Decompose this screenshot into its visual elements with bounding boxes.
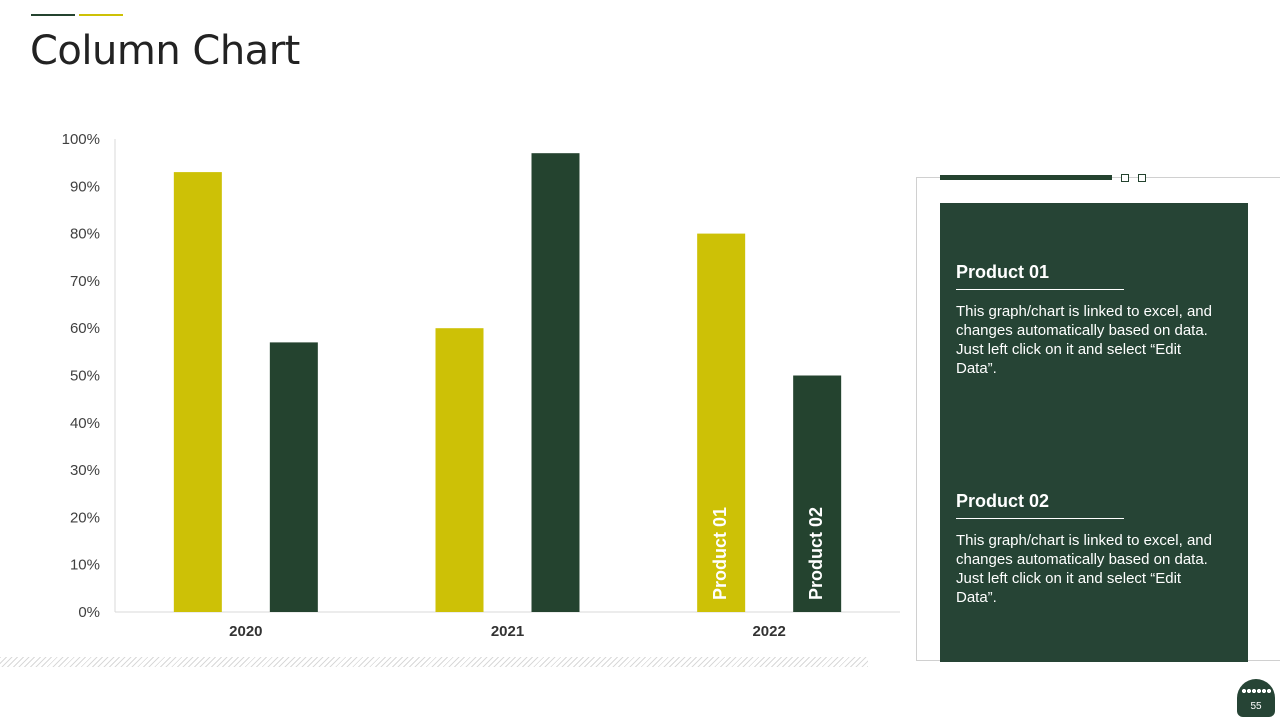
bar-2021-series-2 bbox=[531, 153, 580, 612]
panel-frame-bar bbox=[940, 175, 1112, 180]
page-number: 55 bbox=[1250, 701, 1262, 712]
bar-2020-series-1 bbox=[173, 172, 222, 613]
x-tick-label: 2021 bbox=[491, 623, 524, 640]
series-label-in-bar: Product 01 bbox=[710, 507, 730, 600]
product-heading: Product 01 bbox=[956, 261, 1124, 290]
bar-2020-series-2 bbox=[269, 342, 318, 612]
title-accent-gold bbox=[79, 14, 123, 16]
page-number-badge: 55 bbox=[1237, 679, 1275, 717]
bar-2021-series-1 bbox=[435, 328, 484, 612]
product-description-panel: Product 01 This graph/chart is linked to… bbox=[940, 203, 1248, 662]
product-heading: Product 02 bbox=[956, 490, 1124, 519]
y-tick-label: 30% bbox=[70, 462, 100, 479]
y-tick-label: 0% bbox=[78, 604, 100, 621]
x-tick-label: 2022 bbox=[752, 623, 785, 640]
y-tick-label: 10% bbox=[70, 557, 100, 574]
y-tick-label: 70% bbox=[70, 273, 100, 290]
bar-2022-series-2 bbox=[793, 375, 842, 612]
y-tick-label: 100% bbox=[62, 131, 100, 148]
column-chart: 0% 10% 20% 30% 40% 50% 60% 70% 80% 90% 100% 2020 202… bbox=[62, 131, 900, 640]
product-description: This graph/chart is linked to excel, and… bbox=[956, 532, 1212, 606]
y-tick-label: 20% bbox=[70, 509, 100, 526]
product-block-01: Product 01 This graph/chart is linked to… bbox=[956, 261, 1226, 378]
y-tick-label: 50% bbox=[70, 368, 100, 385]
title-accent-dark bbox=[31, 14, 75, 16]
product-block-02: Product 02 This graph/chart is linked to… bbox=[956, 490, 1226, 607]
frame-square-right bbox=[1138, 174, 1146, 182]
page-title: Column Chart bbox=[30, 28, 300, 74]
product-description: This graph/chart is linked to excel, and… bbox=[956, 303, 1212, 377]
y-tick-label: 90% bbox=[70, 178, 100, 195]
y-tick-label: 80% bbox=[70, 226, 100, 243]
badge-dots-icon bbox=[1241, 688, 1271, 694]
x-tick-label: 2020 bbox=[229, 623, 262, 640]
hatched-divider bbox=[0, 657, 868, 667]
y-tick-label: 60% bbox=[70, 320, 100, 337]
series-label-in-bar: Product 02 bbox=[806, 507, 826, 600]
y-tick-label: 40% bbox=[70, 415, 100, 432]
frame-square-left bbox=[1121, 174, 1129, 182]
bar-2022-series-1 bbox=[697, 233, 746, 612]
